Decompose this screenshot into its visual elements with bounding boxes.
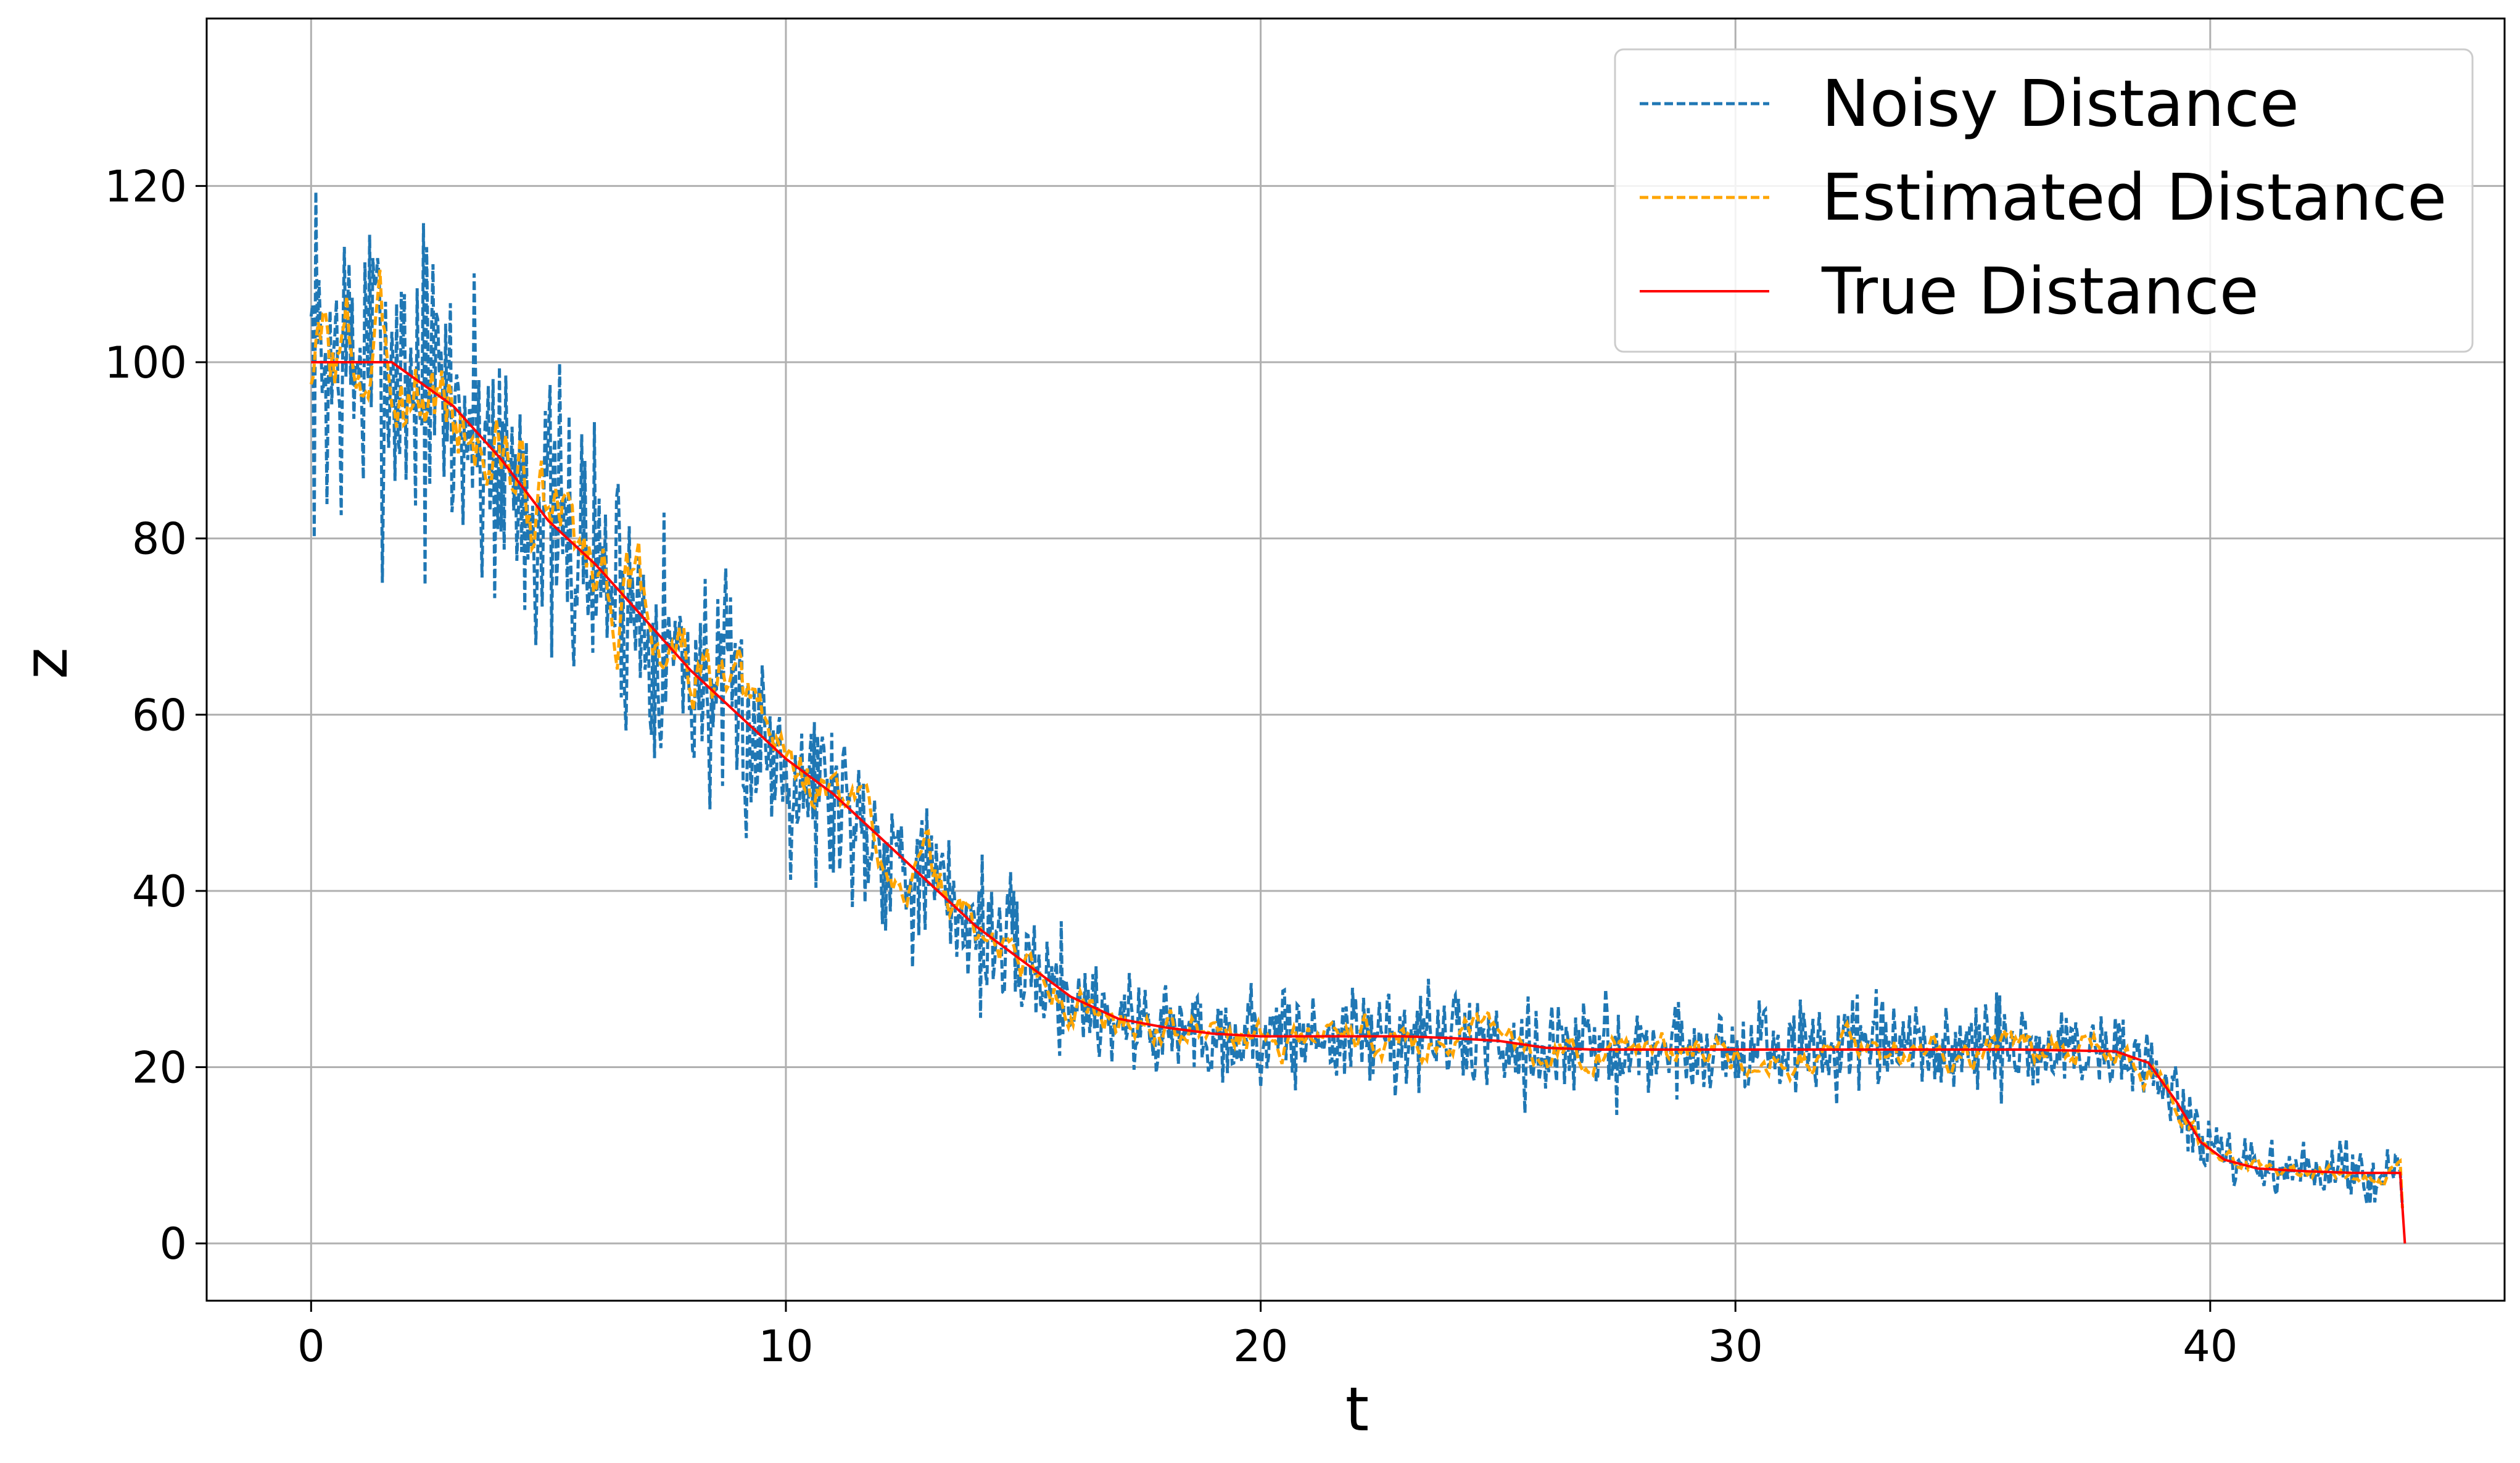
- y-axis-label: z: [11, 647, 81, 679]
- y-tick-label: 40: [132, 866, 187, 917]
- legend-label: True Distance: [1821, 254, 2259, 329]
- plot-area: [309, 191, 2406, 1244]
- x-tick-label: 40: [2183, 1321, 2237, 1372]
- y-tick-label: 120: [104, 161, 187, 212]
- plot-frame: [205, 17, 2506, 1302]
- series-line-estimated-distance: [309, 269, 2404, 1209]
- legend: Noisy Distance Estimated Distance True Dis…: [1614, 48, 2474, 353]
- legend-label: Noisy Distance: [1822, 66, 2299, 141]
- x-tick-label: 20: [1233, 1321, 1288, 1372]
- x-axis-label: t: [1345, 1375, 1369, 1445]
- x-tick-label: 30: [1708, 1321, 1763, 1372]
- axes: 0 10 20 30 40 0 20 40 60 80 100 120: [104, 17, 2506, 1372]
- legend-label: Estimated Distance: [1822, 160, 2447, 235]
- y-tick-label: 20: [132, 1043, 187, 1093]
- x-tick-label: 10: [758, 1321, 813, 1372]
- series-line-noisy-distance: [309, 191, 2404, 1209]
- grid: [207, 19, 2505, 1301]
- y-tick-label: 100: [104, 338, 187, 388]
- series-line-true-distance: [311, 361, 2406, 1244]
- x-tick-label: 0: [297, 1321, 325, 1372]
- y-tick-label: 0: [159, 1219, 187, 1269]
- legend-box: [1614, 48, 2474, 353]
- y-tick-label: 60: [132, 690, 187, 740]
- y-tick-label: 80: [132, 514, 187, 565]
